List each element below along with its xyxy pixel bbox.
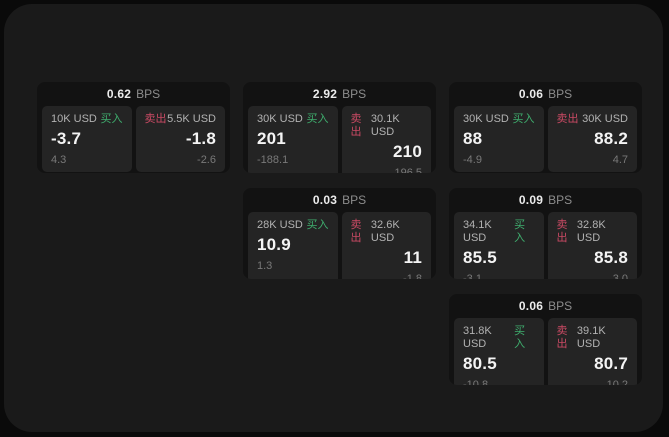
- card-header: 0.06 BPS: [449, 294, 642, 318]
- quote-panels: 34.1K USD 买入 85.5 -3.1 卖出 32.8K USD 85.8…: [449, 212, 642, 279]
- sell-amount: 32.6K USD: [370, 219, 400, 244]
- quote-card: 0.06 BPS 30K USD 买入 88 -4.9 卖出 30K USD 8…: [449, 82, 642, 173]
- bps-unit-label: BPS: [548, 193, 573, 207]
- buy-value: 201: [257, 129, 286, 148]
- card-header: 2.92 BPS: [243, 82, 436, 106]
- quote-panels: 28K USD 买入 10.9 1.3 卖出 32.6K USD 11 -1.8: [243, 212, 436, 279]
- sell-value: 88.2: [594, 129, 628, 148]
- sell-amount: 32.8K USD: [576, 219, 606, 244]
- quote-card: 0.03 BPS 28K USD 买入 10.9 1.3 卖出 32.6K US…: [243, 188, 436, 279]
- buy-amount: 30K USD: [463, 113, 509, 125]
- buy-amount: 34.1K USD: [463, 219, 492, 244]
- bps-value: 0.06: [518, 87, 544, 101]
- sell-sub-value: 3.0: [612, 273, 628, 279]
- sell-amount: 30.1K USD: [370, 113, 400, 138]
- buy-value: 80.5: [463, 354, 497, 373]
- sell-panel[interactable]: 卖出 32.8K USD 85.8 3.0: [547, 212, 637, 279]
- sell-side-label: 卖出: [556, 113, 579, 125]
- buy-value: 10.9: [257, 235, 291, 254]
- buy-panel[interactable]: 31.8K USD 买入 80.5 -10.8: [454, 318, 544, 385]
- sell-side-label: 卖出: [350, 219, 362, 244]
- buy-value: 88: [463, 129, 483, 148]
- buy-value: 85.5: [463, 248, 497, 267]
- bps-value: 0.62: [106, 87, 132, 101]
- sell-value: -1.8: [185, 129, 216, 148]
- sell-sub-value: 4.7: [612, 154, 628, 166]
- card-header: 0.06 BPS: [449, 82, 642, 106]
- card-header: 0.03 BPS: [243, 188, 436, 212]
- bps-unit-label: BPS: [548, 87, 573, 101]
- quote-panels: 10K USD 买入 -3.7 4.3 卖出 5.5K USD -1.8 -2.…: [37, 106, 230, 173]
- app-window: 0.62 BPS 10K USD 买入 -3.7 4.3 卖出 5.5K USD…: [4, 4, 663, 432]
- buy-amount: 30K USD: [257, 113, 303, 125]
- quote-card: 2.92 BPS 30K USD 买入 201 -188.1 卖出 30.1K …: [243, 82, 436, 173]
- card-header: 0.62 BPS: [37, 82, 230, 106]
- sell-sub-value: -2.6: [197, 154, 216, 166]
- buy-sub-value: -188.1: [257, 154, 289, 166]
- buy-amount: 10K USD: [51, 113, 97, 125]
- bps-value: 0.03: [312, 193, 338, 207]
- buy-amount: 31.8K USD: [463, 325, 492, 350]
- sell-value: 210: [393, 142, 422, 161]
- buy-side-label: 买入: [306, 219, 329, 231]
- quote-card: 0.09 BPS 34.1K USD 买入 85.5 -3.1 卖出 32.8K…: [449, 188, 642, 279]
- sell-side-label: 卖出: [556, 219, 568, 244]
- quote-card: 0.62 BPS 10K USD 买入 -3.7 4.3 卖出 5.5K USD…: [37, 82, 230, 173]
- bps-unit-label: BPS: [342, 87, 367, 101]
- sell-panel[interactable]: 卖出 30K USD 88.2 4.7: [547, 106, 637, 172]
- sell-panel[interactable]: 卖出 32.6K USD 11 -1.8: [341, 212, 431, 279]
- quote-card: 0.06 BPS 31.8K USD 买入 80.5 -10.8 卖出 39.1…: [449, 294, 642, 385]
- sell-panel[interactable]: 卖出 5.5K USD -1.8 -2.6: [135, 106, 225, 172]
- buy-sub-value: -3.1: [463, 273, 482, 279]
- sell-amount: 39.1K USD: [576, 325, 606, 350]
- bps-value: 0.09: [518, 193, 544, 207]
- sell-side-label: 卖出: [350, 113, 362, 138]
- sell-side-label: 卖出: [144, 113, 167, 125]
- cards-grid: 0.62 BPS 10K USD 买入 -3.7 4.3 卖出 5.5K USD…: [37, 82, 642, 385]
- buy-amount: 28K USD: [257, 219, 303, 231]
- sell-value: 80.7: [594, 354, 628, 373]
- buy-panel[interactable]: 10K USD 买入 -3.7 4.3: [42, 106, 132, 172]
- buy-value: -3.7: [51, 129, 82, 148]
- sell-sub-value: 10.2: [606, 379, 628, 385]
- quote-panels: 30K USD 买入 201 -188.1 卖出 30.1K USD 210 1…: [243, 106, 436, 173]
- buy-side-label: 买入: [512, 113, 535, 125]
- buy-sub-value: 1.3: [257, 260, 273, 272]
- bps-value: 0.06: [518, 299, 544, 313]
- buy-sub-value: -10.8: [463, 379, 489, 385]
- sell-panel[interactable]: 卖出 30.1K USD 210 196.5: [341, 106, 431, 173]
- sell-side-label: 卖出: [556, 325, 568, 350]
- sell-panel[interactable]: 卖出 39.1K USD 80.7 10.2: [547, 318, 637, 385]
- bps-unit-label: BPS: [136, 87, 161, 101]
- bps-unit-label: BPS: [342, 193, 367, 207]
- quote-panels: 31.8K USD 买入 80.5 -10.8 卖出 39.1K USD 80.…: [449, 318, 642, 385]
- bps-unit-label: BPS: [548, 299, 573, 313]
- buy-side-label: 买入: [514, 219, 526, 244]
- buy-side-label: 买入: [100, 113, 123, 125]
- sell-sub-value: -1.8: [403, 273, 422, 279]
- bps-value: 2.92: [312, 87, 338, 101]
- buy-panel[interactable]: 30K USD 买入 88 -4.9: [454, 106, 544, 172]
- buy-side-label: 买入: [514, 325, 526, 350]
- buy-panel[interactable]: 30K USD 买入 201 -188.1: [248, 106, 338, 173]
- card-header: 0.09 BPS: [449, 188, 642, 212]
- sell-amount: 30K USD: [582, 113, 628, 125]
- buy-sub-value: 4.3: [51, 154, 67, 166]
- quote-panels: 30K USD 买入 88 -4.9 卖出 30K USD 88.2 4.7: [449, 106, 642, 173]
- buy-side-label: 买入: [306, 113, 329, 125]
- sell-value: 11: [403, 248, 422, 267]
- buy-panel[interactable]: 28K USD 买入 10.9 1.3: [248, 212, 338, 279]
- sell-value: 85.8: [594, 248, 628, 267]
- sell-amount: 5.5K USD: [167, 113, 216, 125]
- buy-sub-value: -4.9: [463, 154, 482, 166]
- sell-sub-value: 196.5: [394, 167, 422, 173]
- buy-panel[interactable]: 34.1K USD 买入 85.5 -3.1: [454, 212, 544, 279]
